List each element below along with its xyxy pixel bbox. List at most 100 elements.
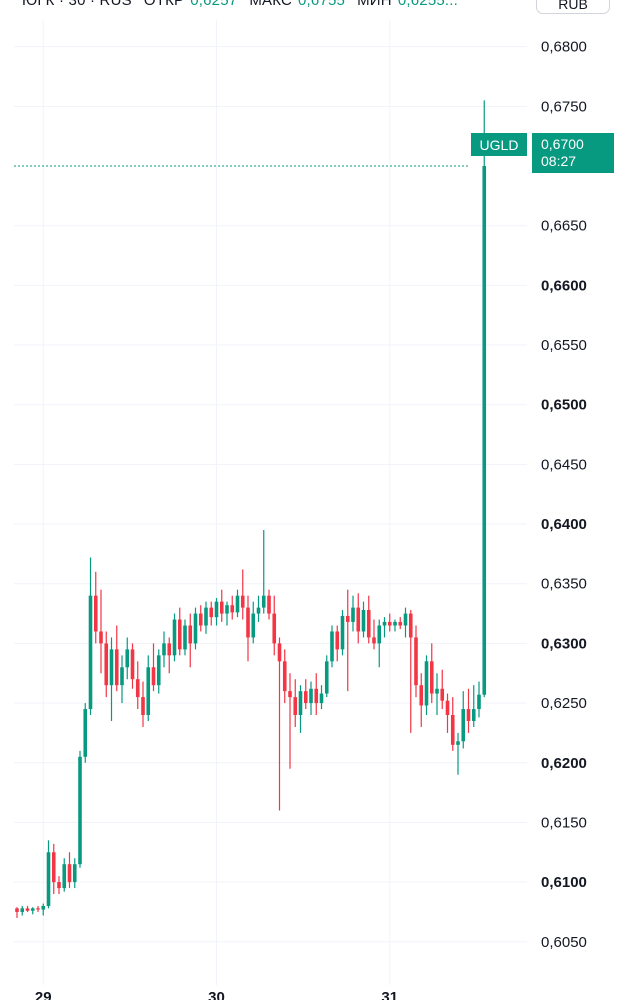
- candle-body: [114, 649, 119, 686]
- candle-body: [188, 625, 193, 644]
- x-tick-label: 29: [35, 989, 52, 1000]
- candle-body: [104, 643, 109, 686]
- y-tick-label: 0,6450: [541, 456, 587, 473]
- candle-body: [293, 697, 298, 716]
- candle-body: [393, 621, 397, 626]
- candle-body: [183, 625, 187, 650]
- y-tick-label: 0,6150: [541, 814, 587, 831]
- candle-body: [172, 619, 177, 656]
- candle-body: [314, 688, 319, 704]
- candle-body: [440, 688, 445, 701]
- candle-body: [83, 709, 88, 757]
- candle-body: [351, 607, 355, 622]
- candle-body: [477, 694, 481, 710]
- currency-button[interactable]: RUB: [536, 0, 610, 14]
- candle-body: [382, 621, 387, 626]
- x-tick-label: 30: [208, 989, 225, 1000]
- candle-body: [20, 908, 25, 912]
- candle-body: [146, 667, 151, 716]
- candle-body: [41, 905, 46, 910]
- high-value: 0,6755: [298, 0, 346, 9]
- y-tick-label: 0,6200: [541, 755, 587, 772]
- y-tick-label: 0,6800: [541, 39, 587, 56]
- open-value: 0,6257: [190, 0, 238, 9]
- candle-body: [36, 908, 40, 910]
- candle-body: [151, 667, 156, 686]
- candle-body: [335, 631, 340, 650]
- candle-body: [141, 697, 145, 716]
- candle-body: [330, 631, 334, 662]
- y-tick-label: 0,6350: [541, 576, 587, 593]
- candle-body: [277, 643, 282, 662]
- candle-body: [225, 605, 229, 614]
- candle-body: [256, 607, 261, 614]
- y-tick-label: 0,6050: [541, 934, 587, 951]
- candle-body: [204, 607, 208, 626]
- candle-body: [372, 637, 376, 644]
- candle-body: [471, 709, 476, 721]
- y-tick-label: 0,6250: [541, 695, 587, 712]
- candle-body: [361, 609, 366, 632]
- candle-body: [282, 661, 287, 692]
- candle-body: [130, 649, 135, 680]
- candle-body: [414, 637, 418, 686]
- candle-body: [445, 700, 450, 716]
- candle-body: [62, 864, 67, 889]
- candle-body: [51, 852, 56, 883]
- candle-body: [387, 621, 392, 626]
- candle-body: [261, 595, 266, 608]
- candle-body: [419, 685, 424, 706]
- candle-body: [319, 693, 324, 704]
- candle-body: [288, 691, 292, 698]
- x-tick-label: 31: [381, 989, 398, 1000]
- candle-body: [167, 643, 172, 656]
- bar-countdown: 08:27: [541, 153, 577, 169]
- candle-body: [377, 625, 382, 644]
- candle-body: [25, 908, 30, 911]
- last-price-value: 0,6700: [541, 136, 584, 152]
- open-label: ОТКР: [143, 0, 185, 9]
- candle-body: [209, 607, 214, 618]
- candle-body: [366, 609, 371, 638]
- candle-body: [120, 667, 124, 686]
- candle-body: [272, 613, 277, 644]
- candle-body: [435, 688, 439, 694]
- y-tick-label: 0,6100: [541, 874, 587, 891]
- candle-body: [88, 595, 93, 710]
- candle-body: [93, 595, 98, 632]
- candle-body: [177, 619, 182, 650]
- candle-body: [246, 607, 250, 638]
- y-tick-label: 0,6600: [541, 277, 587, 294]
- candle-body: [466, 709, 471, 721]
- y-tick-label: 0,6400: [541, 516, 587, 533]
- candle-body: [125, 649, 130, 668]
- candle-body: [398, 621, 403, 626]
- candle-body: [303, 691, 308, 704]
- last-price-tag: 0,6700 08:27: [532, 133, 614, 173]
- low-label: МИН: [357, 0, 392, 9]
- candle-body: [482, 166, 487, 695]
- candle-body: [15, 908, 19, 912]
- candle-body: [408, 613, 413, 638]
- symbol-price-tag: UGLD: [471, 133, 527, 156]
- high-label: МАКС: [249, 0, 293, 9]
- y-tick-label: 0,6650: [541, 218, 587, 235]
- candle-body: [230, 605, 235, 613]
- chart-legend: ЮГК · 30 · RUS ОТКР 0,6257 МАКС 0,6755 МИН…: [22, 0, 458, 16]
- candle-body: [456, 741, 460, 745]
- candle-body: [78, 756, 82, 865]
- candle-body: [424, 661, 429, 706]
- candle-body: [162, 643, 166, 656]
- candle-body: [429, 661, 434, 694]
- candle-body: [219, 601, 224, 614]
- y-tick-label: 0,6750: [541, 98, 587, 115]
- symbol-title: ЮГК · 30 · RUS: [22, 0, 132, 9]
- candle-body: [198, 613, 203, 626]
- candle-body: [267, 595, 271, 614]
- candle-body: [46, 852, 51, 906]
- candle-body: [67, 864, 72, 883]
- candle-body: [193, 613, 198, 644]
- candle-body: [251, 613, 256, 638]
- y-tick-label: 0,6550: [541, 337, 587, 354]
